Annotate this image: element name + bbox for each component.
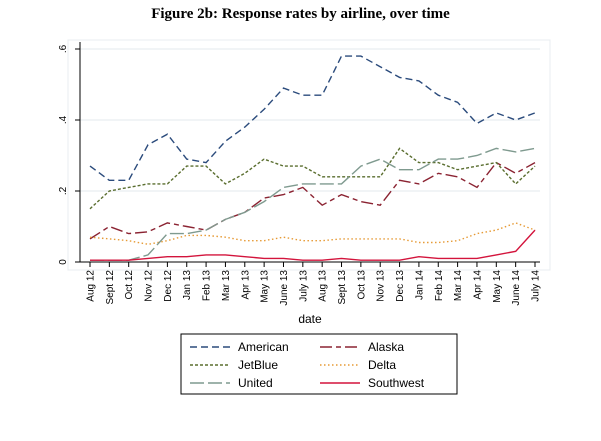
axes: [79, 42, 540, 263]
series-jetblue-line: [89, 147, 536, 210]
x-axis-title: date: [298, 312, 322, 326]
series-delta-line: [89, 222, 536, 246]
x-tick-label: Apr 14: [472, 270, 483, 300]
x-tick-label: Dec 12: [163, 270, 174, 302]
series-united-line: [90, 147, 536, 261]
x-tick-label: July 13: [298, 270, 309, 302]
x-tick-label: Jan 14: [414, 270, 425, 300]
legend-label-southwest: Southwest: [368, 376, 425, 390]
x-tick-label: Feb 13: [202, 270, 213, 302]
x-tick-label: July 14: [531, 270, 542, 302]
legend-label-united: United: [238, 376, 273, 390]
y-tick-label: 0: [58, 259, 69, 265]
x-tick-label: Oct 12: [124, 270, 135, 300]
legend: American Alaska JetBlue Delta United Southwes…: [190, 340, 425, 390]
x-tick-label: Sept 13: [337, 270, 348, 305]
x-tick-label: Mar 13: [221, 270, 232, 302]
x-tick-label: Nov 13: [376, 270, 387, 302]
x-tick-label: June 13: [279, 270, 290, 306]
x-tick-label: Oct 13: [356, 270, 367, 300]
y-tick-label: .2: [58, 186, 69, 195]
series-southwest-line: [90, 229, 536, 261]
x-tick-label: Sept 12: [105, 270, 116, 305]
legend-label-american: American: [238, 340, 289, 354]
series-lines: [89, 55, 536, 261]
x-tick-label: May 14: [492, 270, 503, 303]
x-tick-label: Apr 13: [240, 270, 251, 300]
plot-background: [67, 39, 551, 271]
x-tick-label: Jan 13: [182, 270, 193, 300]
y-tick-label: .6: [58, 44, 69, 53]
x-ticks: Aug 12 Sept 12 Oct 12 Nov 12 Dec 12 Jan 13 Feb…: [86, 262, 542, 306]
x-tick-label: Mar 14: [453, 270, 464, 302]
chart-title: Figure 2b: Response rates by airline, ov…: [151, 6, 450, 22]
x-tick-label: May 13: [260, 270, 271, 303]
y-tick-label: .4: [58, 115, 69, 124]
legend-label-jetblue: JetBlue: [238, 358, 278, 372]
x-tick-label: June 14: [511, 270, 522, 306]
x-tick-label: Nov 12: [144, 270, 155, 302]
legend-label-delta: Delta: [368, 358, 396, 372]
y-ticks: 0 .2 .4 .6: [58, 44, 80, 265]
x-tick-label: Feb 14: [434, 270, 445, 302]
x-tick-label: Dec 13: [395, 270, 406, 302]
legend-label-alaska: Alaska: [368, 340, 404, 354]
series-alaska-line: [89, 161, 536, 240]
series-american-line: [89, 55, 536, 182]
x-tick-label: Aug 13: [318, 270, 329, 302]
x-tick-label: Aug 12: [86, 270, 97, 302]
legend-box: [180, 333, 458, 395]
